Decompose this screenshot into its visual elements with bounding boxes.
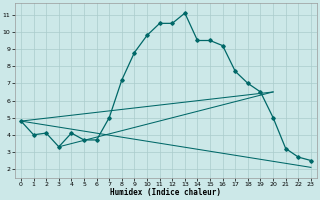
X-axis label: Humidex (Indice chaleur): Humidex (Indice chaleur)	[110, 188, 221, 197]
